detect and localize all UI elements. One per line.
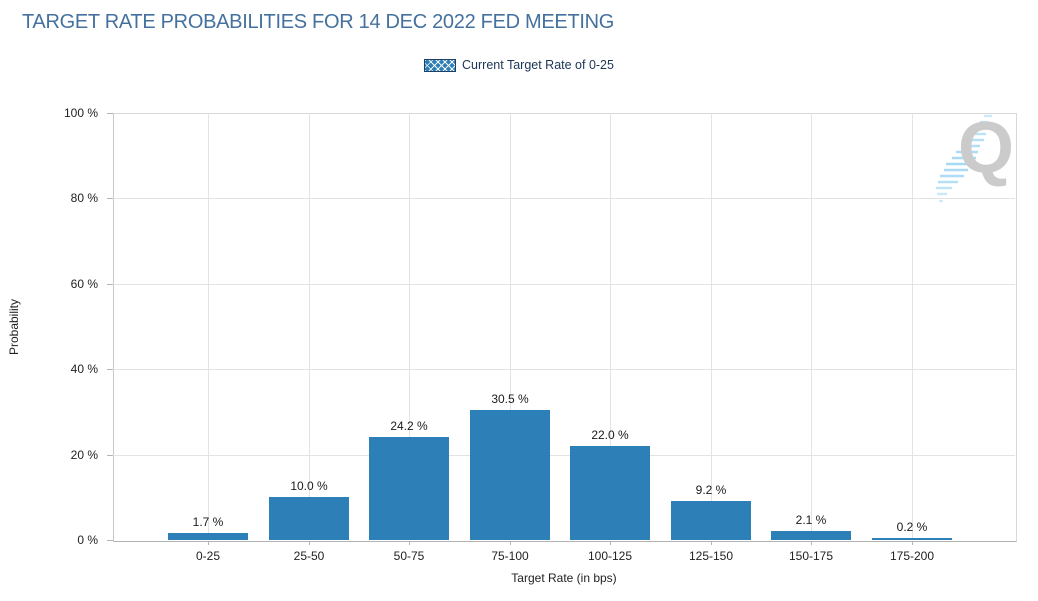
- y-axis-tick-label: 60 %: [70, 277, 98, 291]
- gridline-vertical: [409, 113, 410, 540]
- x-axis-category-label-150-175: 150-175: [788, 549, 834, 563]
- bar-value-label-0-25: 1.7 %: [192, 515, 224, 529]
- x-axis-tick: [610, 541, 611, 545]
- bar-value-label-175-200: 0.2 %: [896, 520, 928, 534]
- legend-label: Current Target Rate of 0-25: [462, 58, 614, 72]
- gridline-vertical: [510, 113, 511, 540]
- gridline-horizontal: [113, 369, 1015, 370]
- bar-75-100: [470, 410, 550, 540]
- y-axis-tick-label: 0 %: [77, 533, 98, 547]
- y-axis-tick: [107, 198, 113, 199]
- gridline-vertical: [309, 113, 310, 540]
- bar-value-label-100-125: 22.0 %: [591, 428, 629, 442]
- gridline-vertical: [811, 113, 812, 540]
- gridline-horizontal: [113, 455, 1015, 456]
- gridline-vertical: [610, 113, 611, 540]
- bar-25-50: [269, 497, 349, 540]
- bar-value-label-25-50: 10.0 %: [290, 479, 328, 493]
- x-axis-tick: [811, 541, 812, 545]
- gridline-vertical: [912, 113, 913, 540]
- chart-title: TARGET RATE PROBABILITIES FOR 14 DEC 202…: [22, 11, 615, 33]
- x-axis-tick: [510, 541, 511, 545]
- x-axis-category-label-50-75: 50-75: [393, 549, 425, 563]
- y-axis-tick: [107, 284, 113, 285]
- y-axis-tick-label: 100 %: [63, 106, 98, 120]
- bar-125-150: [671, 501, 751, 540]
- legend-hatched-swatch-icon: [424, 58, 457, 72]
- y-axis-tick-label: 80 %: [70, 191, 98, 205]
- bar-value-label-50-75: 24.2 %: [390, 419, 428, 433]
- x-axis-category-label-25-50: 25-50: [293, 549, 325, 563]
- bar-100-125: [570, 446, 650, 540]
- y-axis-tick: [107, 540, 113, 541]
- plot-area: [113, 113, 1017, 542]
- y-axis-title: Probability: [7, 298, 21, 356]
- x-axis-title: Target Rate (in bps): [511, 571, 617, 585]
- gridline-vertical: [208, 113, 209, 540]
- y-axis-tick: [107, 113, 113, 114]
- y-axis-tick: [107, 369, 113, 370]
- x-axis-tick: [711, 541, 712, 545]
- x-axis-tick: [208, 541, 209, 545]
- gridline-horizontal: [113, 284, 1015, 285]
- bar-value-label-125-150: 9.2 %: [695, 483, 727, 497]
- gridline-horizontal: [113, 198, 1015, 199]
- bar-175-200: [872, 538, 952, 540]
- x-axis-category-label-125-150: 125-150: [688, 549, 734, 563]
- x-axis-tick: [409, 541, 410, 545]
- x-axis-category-label-175-200: 175-200: [889, 549, 935, 563]
- x-axis-category-label-75-100: 75-100: [491, 549, 529, 563]
- bar-50-75: [369, 437, 449, 540]
- y-axis-tick-label: 20 %: [70, 448, 98, 462]
- bar-value-label-150-175: 2.1 %: [795, 513, 827, 527]
- x-axis-category-label-100-125: 100-125: [587, 549, 633, 563]
- bar-150-175: [771, 531, 851, 540]
- y-axis-tick: [107, 455, 113, 456]
- legend: Current Target Rate of 0-25: [0, 58, 1038, 72]
- x-axis-tick: [309, 541, 310, 545]
- x-axis-category-label-0-25: 0-25: [195, 549, 221, 563]
- bar-0-25: [168, 533, 248, 540]
- gridline-vertical: [711, 113, 712, 540]
- bar-value-label-75-100: 30.5 %: [491, 392, 529, 406]
- y-axis-tick-label: 40 %: [70, 362, 98, 376]
- x-axis-tick: [912, 541, 913, 545]
